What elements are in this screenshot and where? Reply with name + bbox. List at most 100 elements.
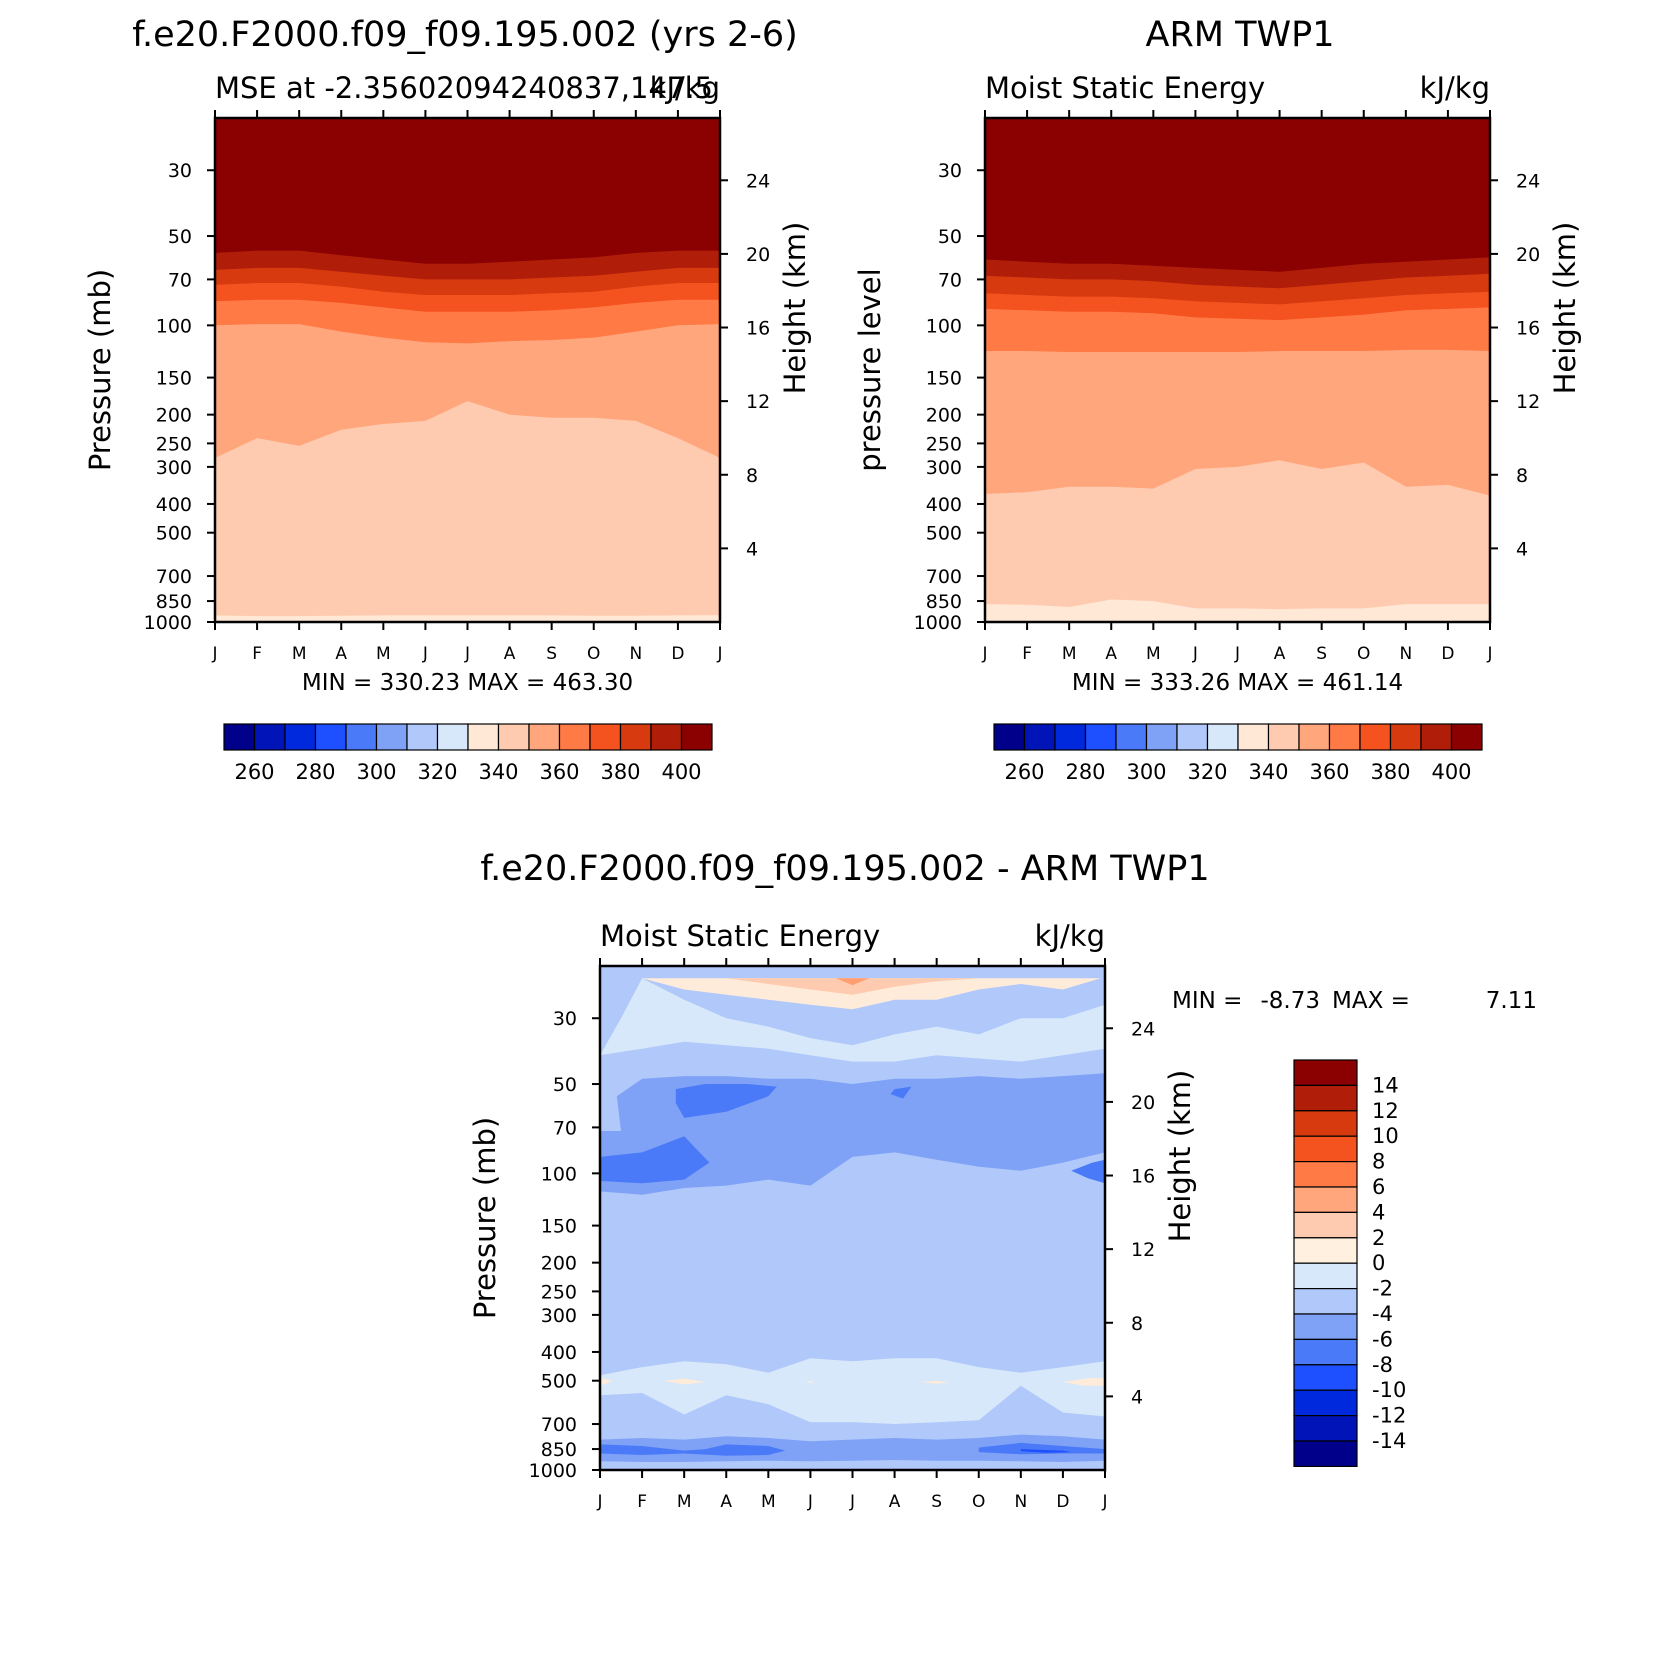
x-tick-label: A (1274, 644, 1286, 664)
colorbar-box (1293, 1287, 1358, 1315)
right-tick-label: 12 (746, 391, 770, 413)
colorbar-box (680, 723, 713, 751)
colorbar-label: 260 (1004, 760, 1044, 784)
x-tick-label: D (1441, 644, 1454, 664)
x-tick-label: A (889, 1492, 901, 1512)
colorbar-box (1359, 723, 1392, 751)
colorbar-label: -12 (1372, 1404, 1406, 1428)
left-string: Moist Static Energy (985, 71, 1265, 105)
colorbar-box (1023, 723, 1056, 751)
y-tick-label: 400 (926, 494, 962, 516)
x-tick-label: M (292, 644, 307, 664)
x-tick-label: J (981, 644, 987, 664)
colorbar-box (1293, 1414, 1358, 1442)
right-string: kJ/kg (1420, 71, 1490, 105)
colorbar-label: 280 (1065, 760, 1105, 784)
contour-region (600, 1444, 786, 1456)
colorbar-label: 360 (1309, 760, 1349, 784)
x-tick-label: S (1316, 644, 1327, 664)
y-tick-label: 50 (168, 226, 192, 248)
y-tick-label: 700 (926, 566, 962, 588)
colorbar-box (1293, 1262, 1358, 1290)
colorbar-box (375, 723, 408, 751)
right-tick-label: 4 (746, 538, 758, 560)
stats-min-label: MIN = (1172, 988, 1242, 1014)
colorbar-label: 400 (661, 760, 701, 784)
contour-region (663, 1378, 706, 1385)
y-tick-label: 150 (156, 368, 192, 390)
stats-max-value: 7.11 (1486, 988, 1537, 1014)
contour-region (675, 1084, 777, 1118)
y-tick-label: 500 (926, 523, 962, 545)
colorbar-box (993, 723, 1026, 751)
contour-region (978, 1442, 1105, 1455)
x-tick-label: D (671, 644, 684, 664)
x-tick-label: J (422, 644, 428, 664)
y-tick-label: 700 (156, 566, 192, 588)
colorbar-box (1293, 1160, 1358, 1188)
right-tick-label: 20 (746, 244, 770, 266)
colorbar-box (1237, 723, 1270, 751)
colorbar-box (284, 723, 317, 751)
colorbar-label: 340 (478, 760, 518, 784)
stats-min-value: -8.73 (1260, 988, 1320, 1014)
y-axis-label: Pressure (mb) (468, 1117, 502, 1319)
colorbar-box (1084, 723, 1117, 751)
y-tick-label: 150 (926, 368, 962, 390)
colorbar-box (1293, 1186, 1358, 1213)
x-tick-label: J (1486, 644, 1492, 664)
y-tick-label: 400 (156, 494, 192, 516)
colorbar-label: 320 (417, 760, 457, 784)
colorbar-label: 380 (1370, 760, 1410, 784)
right-tick-label: 20 (1131, 1092, 1155, 1114)
colorbar-box (650, 723, 683, 751)
colorbar-box (1293, 1237, 1358, 1264)
colorbar-label: 4 (1372, 1200, 1385, 1224)
x-tick-label: F (252, 644, 262, 664)
y-tick-label: 50 (553, 1074, 577, 1096)
contour-region (919, 1380, 950, 1384)
x-tick-label: M (376, 644, 391, 664)
right-tick-label: 24 (1516, 170, 1540, 192)
colorbar-box (1389, 723, 1422, 751)
y-tick-label: 70 (938, 269, 962, 291)
colorbar-box (1145, 723, 1178, 751)
y-tick-label: 100 (926, 315, 962, 337)
contour-region (600, 1136, 710, 1184)
y-tick-label: 70 (553, 1117, 577, 1139)
colorbar-box (436, 723, 469, 751)
x-tick-label: N (629, 644, 642, 664)
y-tick-label: 300 (541, 1305, 577, 1327)
x-tick-label: D (1056, 1492, 1069, 1512)
colorbar-box (528, 723, 561, 751)
band-fill (215, 401, 720, 622)
colorbar-box (1293, 1084, 1358, 1112)
x-tick-label: J (716, 644, 722, 664)
right-tick-label: 24 (746, 170, 770, 192)
colorbar-label: 14 (1372, 1073, 1399, 1097)
y-axis-right-label: Height (km) (778, 222, 812, 395)
colorbar-label: 300 (356, 760, 396, 784)
right-tick-label: 12 (1516, 391, 1540, 413)
contour-region (600, 1358, 1105, 1424)
x-tick-label: M (761, 1492, 776, 1512)
x-tick-label: O (587, 644, 600, 664)
colorbar-box (223, 723, 256, 751)
x-tick-label: A (720, 1492, 732, 1512)
colorbar-label: 8 (1372, 1150, 1385, 1174)
colorbar-box (1293, 1059, 1358, 1086)
colorbar-box (1206, 723, 1239, 751)
colorbar-box (1176, 723, 1209, 751)
y-tick-label: 150 (541, 1216, 577, 1238)
y-tick-label: 70 (168, 269, 192, 291)
panel-3: J F M A M J J A S O N D J305070100150200250300400500… (468, 849, 1537, 1512)
colorbar-label: -8 (1372, 1353, 1393, 1377)
x-tick-label: J (211, 644, 217, 664)
chart-title: ARM TWP1 (1146, 15, 1335, 55)
colorbar-label: 400 (1431, 760, 1471, 784)
colorbar-label: -2 (1372, 1277, 1393, 1301)
panel-2: J F M A M J J A S O N D J305070100150200250300400500… (853, 15, 1582, 784)
x-tick-label: O (972, 1492, 985, 1512)
